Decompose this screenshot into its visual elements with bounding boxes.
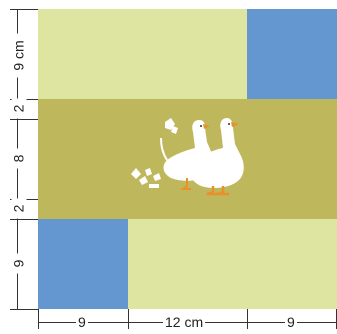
vertical-tick	[10, 309, 38, 310]
horizontal-tick	[38, 309, 39, 329]
dimension-label-lower-gap: 2	[11, 198, 27, 219]
panel-bottom-left	[38, 219, 128, 309]
dimension-label-upper-gap: 2	[11, 98, 27, 119]
vertical-tick	[10, 9, 38, 10]
geese-cross-stitch-icon	[131, 118, 244, 196]
panel-bottom-right	[128, 219, 337, 309]
dimension-label-left: 9	[76, 314, 88, 330]
vertical-tick	[10, 219, 38, 220]
dimension-label-bottom: 9	[11, 253, 27, 274]
dimension-label-top: 9 cm	[11, 33, 27, 78]
horizontal-tick	[247, 309, 248, 329]
vertical-tick	[10, 119, 38, 120]
panel-top-left	[38, 9, 247, 99]
dimension-label-center: 12 cm	[163, 314, 206, 330]
panel-top-right	[247, 9, 337, 99]
horizontal-tick	[128, 309, 129, 329]
dimension-label-right: 9	[285, 314, 297, 330]
dimension-label-middle: 8	[11, 148, 27, 169]
